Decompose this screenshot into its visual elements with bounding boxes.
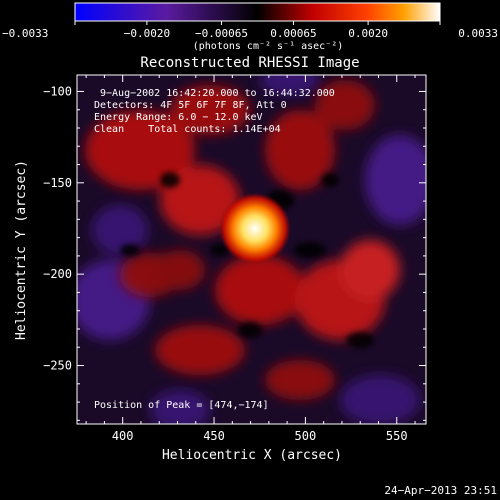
- colorbar-tick-label: −0.0033: [2, 27, 48, 40]
- colorbar-unit-label: (photons cm⁻² s⁻¹ asec⁻²): [193, 41, 344, 52]
- colorbar: [74, 2, 441, 22]
- colorbar-tick-label: 0.00065: [270, 27, 316, 40]
- plot-frame: [76, 74, 427, 425]
- annotation-energy-range: Energy Range: 6.0 − 12.0 keV: [94, 112, 263, 123]
- colorbar-tick-label: 0.0020: [348, 27, 388, 40]
- colorbar-ticks: −0.0033 −0.0020 −0.00065 0.00065 0.0020 0.003…: [2, 21, 498, 40]
- colorbar-tick-label: −0.0020: [124, 27, 170, 40]
- y-tick-label: −100: [43, 84, 72, 98]
- y-tick-label: −200: [43, 267, 72, 281]
- colorbar-tick-label: 0.0033: [458, 27, 498, 40]
- heatmap-image: [77, 75, 426, 424]
- x-axis-label: Heliocentric X (arcsec): [162, 448, 342, 463]
- y-axis-label: Heliocentric Y (arcsec): [14, 160, 29, 340]
- axis-ticks: 400 450 500 550 −100 −150 −200 −250: [43, 75, 426, 443]
- annotation-detectors: Detectors: 4F 5F 6F 7F 8F, Att 0: [94, 100, 287, 111]
- annotation-clean-counts: Clean Total counts: 1.14E+04: [94, 124, 281, 135]
- chart-title: Reconstructed RHESSI Image: [140, 55, 359, 71]
- x-tick-label: 450: [203, 429, 225, 443]
- timestamp: 24−Apr−2013 23:51: [384, 484, 497, 497]
- x-tick-label: 550: [386, 429, 408, 443]
- annotation-time-range: 9−Aug−2002 16:42:20.000 to 16:44:32.000: [100, 88, 335, 99]
- peak-emission: [218, 192, 291, 265]
- y-tick-label: −150: [43, 176, 72, 190]
- x-tick-label: 400: [112, 429, 134, 443]
- x-tick-label: 500: [295, 429, 317, 443]
- colorbar-tick-label: −0.00065: [195, 27, 248, 40]
- peak-position-label: Position of Peak = [474,−174]: [94, 400, 269, 411]
- y-tick-label: −250: [43, 359, 72, 373]
